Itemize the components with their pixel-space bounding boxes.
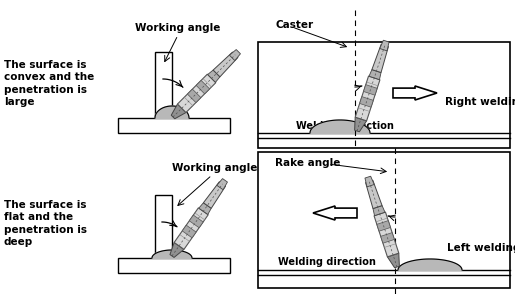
Polygon shape — [178, 74, 216, 113]
Polygon shape — [118, 258, 230, 273]
Text: The surface is
convex and the
penetration is
large: The surface is convex and the penetratio… — [4, 60, 94, 107]
Polygon shape — [313, 206, 357, 220]
Polygon shape — [217, 178, 228, 190]
Polygon shape — [398, 259, 462, 270]
Polygon shape — [355, 76, 380, 121]
Polygon shape — [229, 50, 241, 61]
Polygon shape — [355, 117, 367, 132]
Polygon shape — [208, 70, 220, 82]
Polygon shape — [118, 118, 230, 133]
Polygon shape — [369, 70, 381, 80]
Polygon shape — [258, 152, 510, 288]
Polygon shape — [187, 89, 201, 103]
Polygon shape — [190, 215, 203, 228]
Polygon shape — [393, 86, 437, 100]
Polygon shape — [155, 52, 172, 118]
Text: The surface is
flat and the
penetration is
deep: The surface is flat and the penetration … — [4, 200, 87, 247]
Polygon shape — [381, 233, 394, 243]
Polygon shape — [155, 106, 189, 118]
Polygon shape — [366, 180, 382, 208]
Text: Left welding: Left welding — [447, 243, 515, 253]
Text: Working angle: Working angle — [173, 163, 258, 173]
Polygon shape — [364, 85, 377, 95]
Polygon shape — [170, 243, 184, 258]
Polygon shape — [359, 97, 373, 107]
Polygon shape — [174, 208, 208, 249]
Polygon shape — [377, 220, 390, 231]
Polygon shape — [374, 212, 399, 257]
Polygon shape — [387, 253, 399, 268]
Polygon shape — [152, 250, 192, 258]
Polygon shape — [203, 182, 226, 208]
Polygon shape — [373, 206, 385, 216]
Polygon shape — [380, 40, 389, 51]
Text: Right welding: Right welding — [445, 97, 515, 107]
Text: Welding direction: Welding direction — [278, 257, 376, 267]
Polygon shape — [310, 120, 370, 133]
Text: Caster: Caster — [275, 20, 313, 30]
Polygon shape — [155, 195, 172, 258]
Polygon shape — [196, 80, 210, 94]
Polygon shape — [372, 44, 388, 73]
Polygon shape — [365, 176, 374, 187]
Polygon shape — [182, 225, 196, 238]
Polygon shape — [199, 203, 211, 214]
Polygon shape — [171, 104, 186, 119]
Text: Welding direction: Welding direction — [296, 121, 394, 131]
Text: Rake angle: Rake angle — [275, 158, 340, 168]
Polygon shape — [213, 52, 238, 77]
Polygon shape — [258, 42, 510, 148]
Text: Working angle: Working angle — [135, 23, 221, 33]
